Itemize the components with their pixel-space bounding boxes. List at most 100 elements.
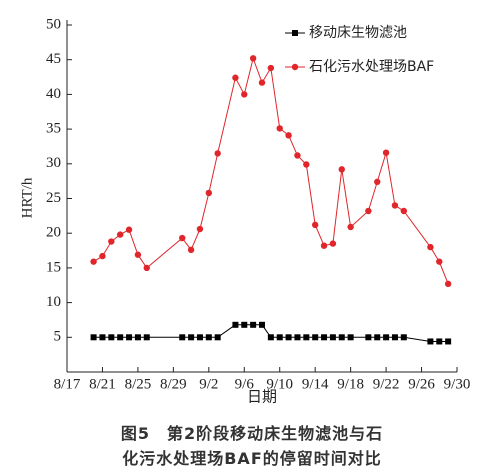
data-point bbox=[258, 79, 266, 86]
data-point bbox=[400, 207, 408, 215]
data-point bbox=[427, 243, 434, 251]
x-tick-label: 8/21 bbox=[89, 376, 116, 392]
data-point bbox=[285, 334, 292, 341]
data-point bbox=[391, 202, 399, 209]
y-tick-label: 45 bbox=[46, 51, 61, 67]
x-axis-label: 日期 bbox=[247, 388, 277, 405]
data-point bbox=[427, 338, 434, 345]
legend-label: 石化污水处理场BAF bbox=[309, 59, 434, 75]
data-point bbox=[382, 149, 390, 156]
data-point bbox=[285, 132, 292, 139]
data-point bbox=[347, 223, 354, 231]
data-point bbox=[187, 246, 195, 254]
data-point bbox=[445, 338, 452, 345]
data-point bbox=[134, 251, 142, 258]
x-tick-label: 9/18 bbox=[337, 376, 364, 392]
data-point bbox=[294, 152, 301, 159]
data-point bbox=[391, 334, 398, 341]
x-tick-label: 9/26 bbox=[408, 376, 435, 392]
x-tick-label: 8/29 bbox=[160, 376, 187, 392]
legend-marker bbox=[292, 30, 298, 36]
x-tick-label: 9/10 bbox=[266, 376, 293, 392]
x-tick-label: 8/25 bbox=[125, 376, 152, 392]
x-tick-label: 9/22 bbox=[373, 376, 400, 392]
data-point bbox=[214, 334, 221, 341]
data-point bbox=[259, 321, 265, 328]
data-point bbox=[320, 242, 328, 249]
y-axis-label: HRT/h bbox=[19, 177, 35, 218]
data-point bbox=[108, 238, 115, 245]
y-tick-label: 5 bbox=[54, 329, 62, 345]
series-line bbox=[93, 56, 449, 285]
data-point bbox=[179, 334, 186, 341]
data-point bbox=[205, 334, 212, 341]
data-point bbox=[250, 321, 257, 328]
data-point bbox=[311, 221, 319, 229]
data-point bbox=[232, 321, 239, 328]
data-point bbox=[214, 150, 221, 157]
data-point bbox=[374, 178, 381, 186]
x-tick-label: 9/14 bbox=[302, 376, 329, 392]
y-tick-label: 50 bbox=[46, 16, 61, 32]
chart: HRT/h 日期 5 10 15 20 25 30 35 40 45 50 8/17 8/21 8/25… bbox=[19, 16, 471, 405]
data-point bbox=[188, 334, 195, 341]
data-point bbox=[347, 334, 354, 341]
y-tick-label: 30 bbox=[46, 155, 61, 171]
data-point bbox=[365, 334, 372, 341]
caption-line: 化污水处理场BAF的停留时间对比 bbox=[122, 449, 382, 468]
data-point bbox=[267, 334, 274, 341]
data-point bbox=[338, 334, 345, 341]
data-point bbox=[241, 321, 248, 328]
y-tick-label: 35 bbox=[46, 121, 61, 137]
data-point bbox=[321, 334, 328, 341]
data-point bbox=[400, 334, 407, 341]
data-point bbox=[99, 334, 106, 341]
y-tick-label: 40 bbox=[46, 86, 61, 102]
data-point bbox=[312, 334, 319, 341]
data-point bbox=[108, 334, 115, 341]
data-point bbox=[338, 166, 345, 173]
data-point bbox=[117, 334, 124, 341]
data-point bbox=[383, 334, 390, 341]
data-point bbox=[241, 91, 248, 98]
data-point bbox=[116, 231, 124, 238]
x-tick-label: 8/17 bbox=[54, 376, 81, 392]
data-point bbox=[126, 334, 133, 341]
y-tick-label: 10 bbox=[46, 294, 61, 310]
data-point bbox=[90, 334, 97, 341]
y-tick-label: 15 bbox=[46, 259, 61, 275]
series-line bbox=[93, 324, 449, 342]
data-point bbox=[374, 334, 381, 341]
x-tick-label: 9/6 bbox=[235, 376, 255, 392]
x-tick-label: 9/2 bbox=[199, 376, 218, 392]
data-point bbox=[294, 334, 301, 341]
data-point bbox=[232, 74, 239, 81]
data-point bbox=[143, 334, 150, 341]
caption-line: 图5 第2阶段移动床生物滤池与石 bbox=[120, 424, 384, 443]
data-point bbox=[90, 258, 97, 265]
data-point bbox=[179, 234, 186, 242]
data-point bbox=[329, 240, 337, 247]
data-point bbox=[99, 252, 106, 260]
data-point bbox=[303, 161, 310, 168]
data-point bbox=[444, 280, 452, 288]
data-point bbox=[196, 334, 203, 341]
data-point bbox=[365, 207, 372, 215]
data-point bbox=[196, 225, 204, 233]
data-point bbox=[303, 334, 310, 341]
legend-marker bbox=[291, 63, 299, 71]
data-point bbox=[205, 189, 213, 197]
data-point bbox=[125, 226, 133, 233]
legend-label: 移动床生物滤池 bbox=[309, 25, 407, 41]
x-tick-label: 9/30 bbox=[444, 376, 471, 392]
data-point bbox=[436, 338, 443, 345]
y-tick-label: 20 bbox=[46, 225, 61, 241]
data-point bbox=[134, 334, 141, 341]
data-point bbox=[249, 55, 257, 62]
y-tick-label: 25 bbox=[46, 190, 61, 206]
data-point bbox=[276, 334, 283, 341]
data-point bbox=[276, 125, 283, 132]
data-point bbox=[329, 334, 336, 341]
data-point bbox=[436, 258, 443, 265]
